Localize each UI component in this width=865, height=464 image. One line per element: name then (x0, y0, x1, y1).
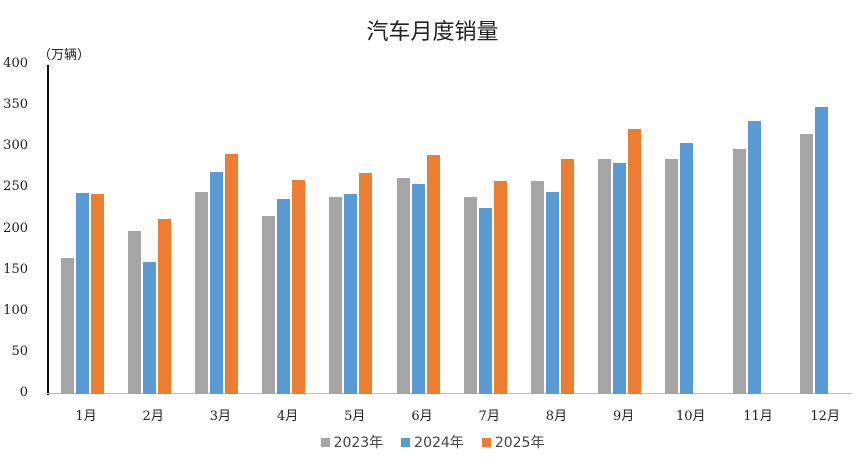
x-tick-label: 6月 (411, 409, 433, 424)
y-tick-label: 200 (3, 220, 28, 236)
bar-2025年 (292, 180, 306, 394)
bar-2025年 (628, 129, 642, 394)
bar-2023年 (799, 134, 813, 394)
legend-item: 2024年 (401, 432, 464, 452)
bar-2024年 (209, 171, 223, 394)
legend-label: 2025年 (494, 435, 545, 451)
bar-2025年 (560, 158, 574, 394)
bar-2025年 (493, 180, 507, 394)
legend-item: 2023年 (320, 432, 384, 452)
bar-2023年 (262, 216, 276, 394)
bar-2024年 (747, 120, 761, 394)
y-tick-label: 350 (3, 97, 28, 113)
x-tick-label: 4月 (276, 409, 299, 424)
y-tick-label: 400 (3, 56, 28, 71)
bar-2023年 (396, 177, 410, 394)
legend-item: 2025年 (481, 432, 545, 452)
legend-swatch-icon (320, 437, 330, 447)
bar-2024年 (344, 194, 358, 394)
bar-2023年 (732, 148, 746, 394)
bar-2024年 (478, 208, 492, 394)
x-tick-label: 5月 (344, 409, 366, 424)
bar-2024年 (277, 199, 291, 394)
y-tick-label: 100 (3, 302, 28, 318)
y-tick-label: 250 (3, 179, 28, 195)
x-tick-label: 2月 (142, 409, 164, 424)
bar-2024年 (613, 162, 627, 394)
bar-2025年 (157, 218, 171, 394)
bar-2023年 (665, 158, 679, 394)
y-tick-label: 150 (3, 261, 28, 277)
x-tick-label: 9月 (612, 409, 635, 424)
bar-2024年 (680, 143, 694, 394)
chart-title: 汽车月度销量 (366, 20, 499, 45)
bar-2024年 (814, 106, 828, 394)
legend-label: 2024年 (414, 435, 464, 451)
legend: 2023年 2024年 2025年 (0, 432, 865, 452)
x-tick-label: 11月 (743, 409, 773, 424)
legend-label: 2023年 (333, 435, 384, 451)
legend-swatch-icon (481, 437, 491, 447)
x-axis-line (47, 393, 852, 394)
y-tick-label: 50 (11, 343, 28, 359)
bar-2023年 (127, 231, 141, 394)
legend-swatch-icon (401, 437, 411, 447)
bar-2024年 (75, 193, 89, 394)
bar-2025年 (426, 154, 440, 394)
y-tick-label: 0 (19, 385, 28, 400)
x-tick-label: 12月 (810, 409, 840, 424)
x-tick-label: 8月 (545, 409, 568, 424)
x-tick-label: 1月 (75, 409, 97, 424)
bar-2024年 (142, 262, 156, 394)
bar-2023年 (329, 197, 343, 394)
bar-2023年 (60, 258, 74, 394)
bar-2024年 (545, 191, 559, 394)
bar-2023年 (463, 197, 477, 394)
bar-2025年 (359, 172, 373, 394)
bar-2023年 (530, 180, 544, 394)
bar-2025年 (224, 153, 238, 394)
y-tick-label: 300 (3, 138, 28, 154)
x-tick-label: 3月 (209, 409, 232, 424)
x-tick-label: 10月 (676, 409, 706, 424)
y-axis-line (47, 65, 49, 395)
bar-2024年 (411, 184, 425, 394)
y-axis-unit-label: （万辆） (38, 48, 91, 63)
bar-2023年 (194, 191, 208, 394)
x-tick-label: 7月 (478, 409, 500, 424)
bar-2025年 (90, 194, 104, 394)
bar-2023年 (598, 158, 612, 394)
